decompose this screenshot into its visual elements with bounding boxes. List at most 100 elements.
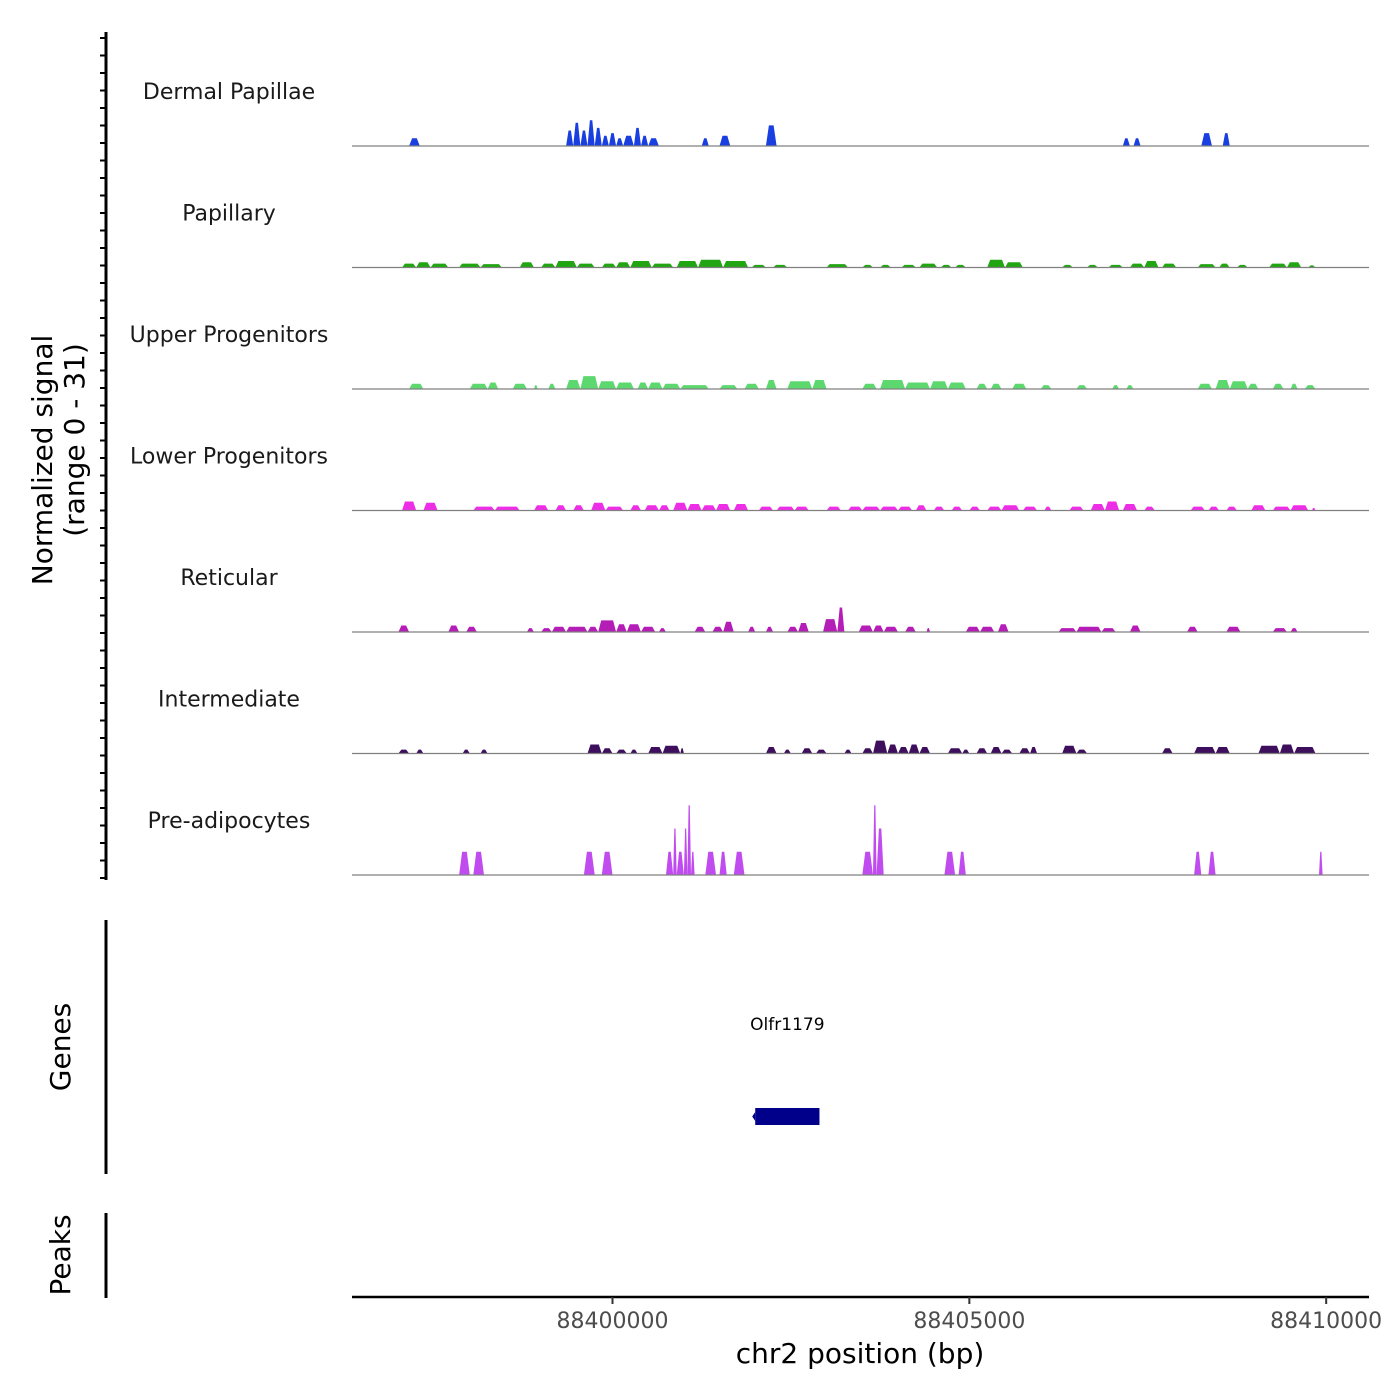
signal-peak-pre-adipocytes-7 xyxy=(683,828,688,875)
signal-peak-dermal-papillae-6 xyxy=(601,135,609,146)
signal-peak-lower-progenitors-44 xyxy=(1311,507,1316,511)
track-upper-progenitors: Upper Progenitors xyxy=(130,323,1369,390)
signal-peak-reticular-21 xyxy=(837,607,845,632)
signal-peak-lower-progenitors-9 xyxy=(630,505,641,511)
signal-peak-reticular-29 xyxy=(997,624,1009,632)
signal-peak-upper-progenitors-31 xyxy=(1197,383,1212,389)
signal-peak-lower-progenitors-18 xyxy=(776,506,795,511)
signal-peak-pre-adipocytes-12 xyxy=(733,851,745,875)
signal-peak-lower-progenitors-19 xyxy=(794,506,809,511)
signal-peak-intermediate-22 xyxy=(947,748,963,754)
signal-peak-reticular-32 xyxy=(1101,628,1116,632)
signal-peak-papillary-30 xyxy=(1129,263,1145,268)
signal-peak-intermediate-19 xyxy=(898,747,909,754)
signal-peak-reticular-6 xyxy=(566,626,588,632)
signal-peak-dermal-papillae-18 xyxy=(1201,133,1212,146)
signal-peak-upper-progenitors-23 xyxy=(947,382,966,389)
signal-peak-papillary-3 xyxy=(459,263,481,268)
signal-peak-reticular-18 xyxy=(787,626,799,632)
signal-peak-intermediate-3 xyxy=(480,749,488,754)
signal-peak-lower-progenitors-11 xyxy=(658,505,670,511)
x-axis-title: chr2 position (bp) xyxy=(736,1337,985,1370)
signal-peak-intermediate-36 xyxy=(1294,747,1316,754)
signal-peak-papillary-23 xyxy=(940,264,952,268)
signal-peak-upper-progenitors-24 xyxy=(976,383,988,389)
signal-peak-lower-progenitors-38 xyxy=(1190,506,1205,511)
signal-peak-intermediate-20 xyxy=(908,744,920,754)
signal-peak-upper-progenitors-3 xyxy=(512,383,527,389)
signal-peak-reticular-25 xyxy=(905,626,916,632)
signal-peak-lower-progenitors-2 xyxy=(473,506,495,511)
signal-peak-intermediate-23 xyxy=(962,749,970,754)
signal-peak-lower-progenitors-13 xyxy=(687,504,702,511)
signal-peak-upper-progenitors-26 xyxy=(1012,383,1027,389)
track-papillary: Papillary xyxy=(182,202,1369,269)
signal-peak-reticular-19 xyxy=(798,623,809,632)
signal-peak-papillary-5 xyxy=(519,262,534,268)
signal-peak-reticular-34 xyxy=(1187,626,1198,632)
signal-peak-pre-adipocytes-8 xyxy=(687,805,691,875)
signal-peak-upper-progenitors-35 xyxy=(1272,383,1284,389)
signal-peak-lower-progenitors-15 xyxy=(716,504,731,511)
signal-peak-intermediate-2 xyxy=(462,749,470,754)
signal-peak-dermal-papillae-14 xyxy=(719,135,731,146)
signal-peak-reticular-26 xyxy=(926,628,931,632)
signal-peak-reticular-1 xyxy=(448,625,460,632)
signal-peak-dermal-papillae-9 xyxy=(623,135,634,146)
signal-peak-upper-progenitors-20 xyxy=(880,380,906,389)
signal-peak-intermediate-4 xyxy=(587,744,602,754)
signal-peak-upper-progenitors-10 xyxy=(637,382,649,389)
gene-label: Olfr1179 xyxy=(750,1015,824,1035)
signal-peak-papillary-7 xyxy=(555,261,577,268)
signal-peak-lower-progenitors-16 xyxy=(733,504,749,511)
signal-peak-lower-progenitors-25 xyxy=(915,505,927,511)
signal-peak-pre-adipocytes-6 xyxy=(676,851,684,875)
signal-peak-reticular-27 xyxy=(965,626,980,632)
signal-peak-lower-progenitors-10 xyxy=(644,505,659,511)
signal-peak-lower-progenitors-29 xyxy=(987,506,1002,511)
signal-peak-papillary-4 xyxy=(480,264,502,268)
signal-peak-dermal-papillae-0 xyxy=(409,138,420,146)
signal-peak-papillary-12 xyxy=(651,263,674,268)
signal-peak-pre-adipocytes-9 xyxy=(691,851,695,875)
signal-peak-intermediate-17 xyxy=(873,740,888,754)
signal-peak-upper-progenitors-14 xyxy=(719,385,738,389)
signal-peak-dermal-papillae-11 xyxy=(641,135,649,146)
signal-peak-intermediate-16 xyxy=(862,748,873,754)
signal-peak-intermediate-32 xyxy=(1194,747,1216,754)
signal-peak-dermal-papillae-2 xyxy=(573,122,581,146)
signal-peak-reticular-35 xyxy=(1226,626,1241,632)
signal-peak-upper-progenitors-21 xyxy=(905,382,931,389)
track-label-dermal-papillae: Dermal Papillae xyxy=(143,80,315,105)
signal-peak-intermediate-33 xyxy=(1215,747,1230,754)
signal-peak-papillary-10 xyxy=(616,262,631,268)
signal-peak-upper-progenitors-34 xyxy=(1247,383,1259,389)
signal-peak-lower-progenitors-23 xyxy=(880,506,898,511)
signal-peak-papillary-28 xyxy=(1087,264,1098,268)
signal-peak-upper-progenitors-17 xyxy=(787,381,813,389)
signal-peak-pre-adipocytes-14 xyxy=(873,805,877,875)
signal-peak-dermal-papillae-12 xyxy=(648,138,659,146)
signal-peak-dermal-papillae-3 xyxy=(580,130,588,146)
signal-peak-lower-progenitors-34 xyxy=(1090,504,1105,511)
signal-peak-pre-adipocytes-1 xyxy=(473,851,484,875)
signal-peak-intermediate-7 xyxy=(630,749,638,754)
signal-peak-lower-progenitors-17 xyxy=(758,506,774,511)
signal-peak-lower-progenitors-4 xyxy=(534,505,549,511)
signal-peak-intermediate-1 xyxy=(416,749,424,754)
signal-peak-intermediate-5 xyxy=(601,748,613,754)
signal-peak-pre-adipocytes-3 xyxy=(601,851,613,875)
signal-peak-reticular-33 xyxy=(1129,625,1141,632)
track-label-lower-progenitors: Lower Progenitors xyxy=(130,445,328,470)
gene-exon-bar xyxy=(755,1108,820,1125)
signal-peak-papillary-9 xyxy=(601,263,617,268)
track-label-pre-adipocytes: Pre-adipocytes xyxy=(148,809,311,834)
signal-peak-upper-progenitors-1 xyxy=(469,383,488,389)
signal-peak-upper-progenitors-18 xyxy=(812,380,827,389)
signal-peak-upper-progenitors-25 xyxy=(990,383,1002,389)
signal-peak-papillary-36 xyxy=(1269,263,1287,268)
signal-peak-reticular-28 xyxy=(980,626,995,632)
signal-peak-intermediate-14 xyxy=(815,749,827,754)
signal-peak-pre-adipocytes-11 xyxy=(719,851,727,875)
signal-peak-dermal-papillae-16 xyxy=(1122,138,1130,146)
